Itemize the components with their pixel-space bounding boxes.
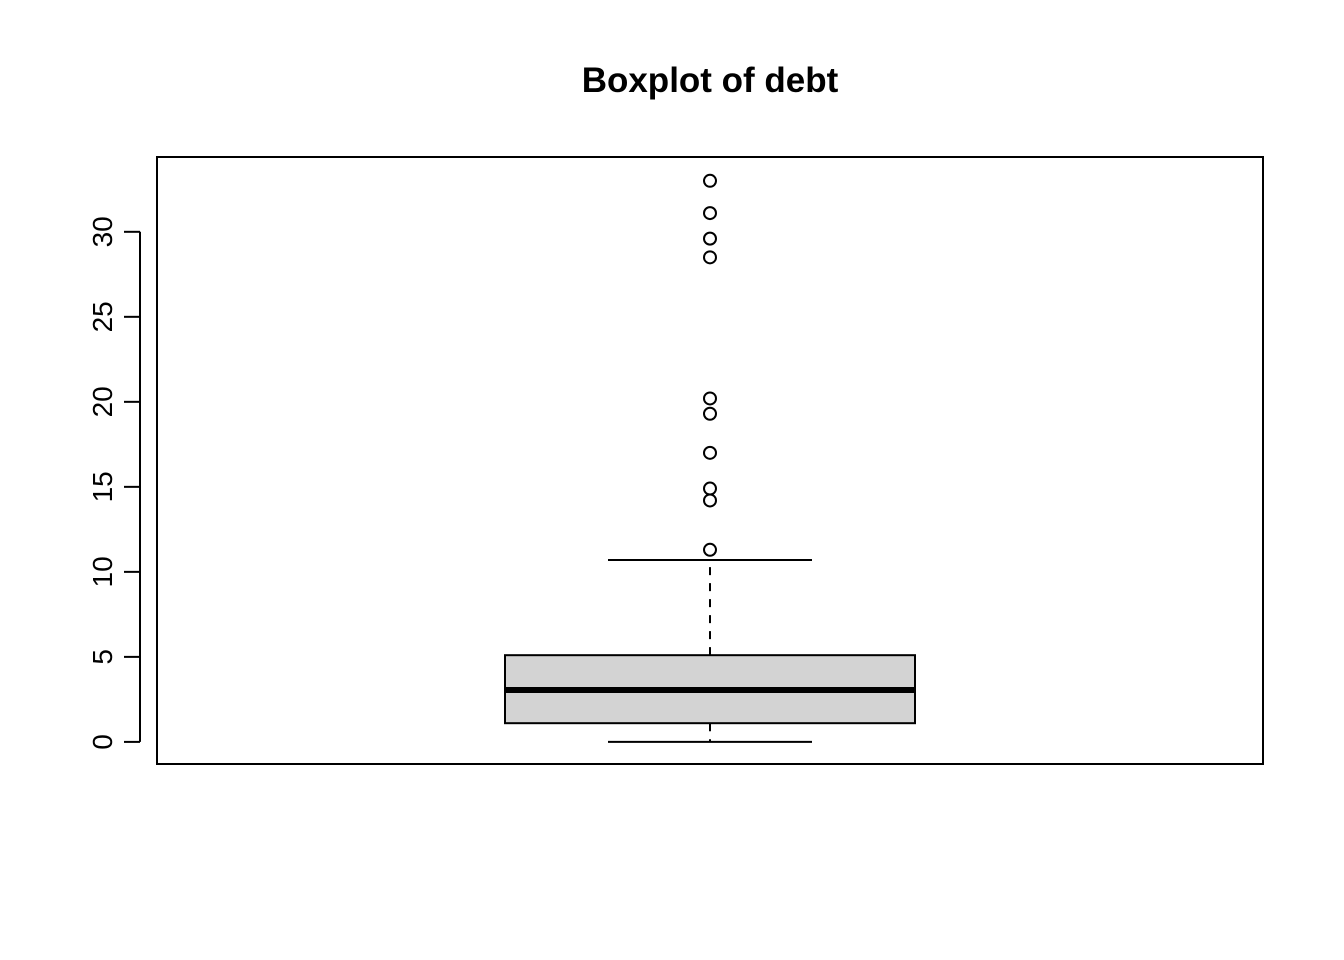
y-tick-label: 25: [87, 301, 118, 332]
outlier-point: [703, 542, 717, 557]
outlier-point: [703, 231, 717, 246]
outlier-point: [703, 391, 717, 406]
plot-frame: [156, 156, 1264, 765]
outlier-point: [703, 406, 717, 421]
y-tick-label: 10: [87, 556, 118, 587]
box-plot: [504, 558, 916, 743]
y-tick-label: 15: [87, 471, 118, 502]
y-axis: 0 5 10 15 20 25 30: [87, 216, 141, 750]
y-tick-label: 0: [87, 734, 118, 750]
chart-title: Boxplot of debt: [582, 61, 839, 100]
outlier-point: [703, 250, 717, 265]
outlier-point: [703, 173, 717, 188]
outlier-points: [703, 173, 717, 557]
outlier-point: [703, 206, 717, 221]
y-tick-label: 5: [87, 649, 118, 665]
outlier-point: [703, 445, 717, 460]
y-tick-label: 30: [87, 216, 118, 247]
outlier-point: [703, 493, 717, 508]
y-tick-label: 20: [87, 386, 118, 417]
outlier-point: [703, 481, 717, 496]
